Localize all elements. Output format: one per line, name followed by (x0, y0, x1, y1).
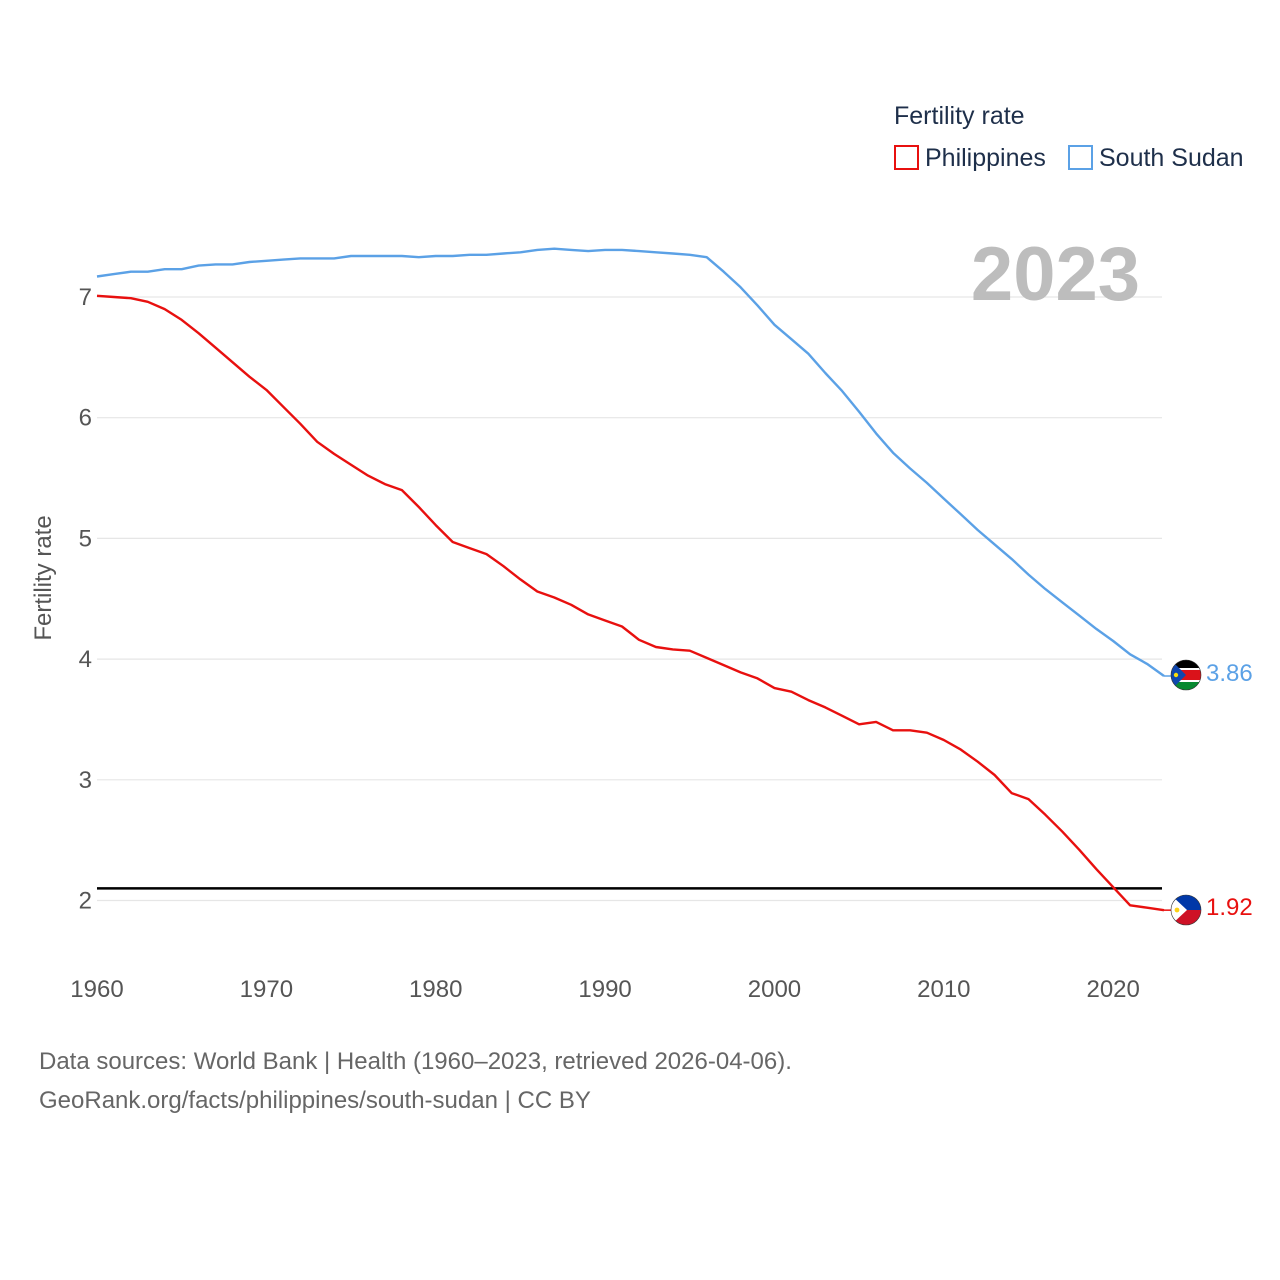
x-tick-label-2010: 2010 (917, 976, 970, 1003)
x-tick-label-1960: 1960 (70, 976, 123, 1003)
legend-label-south-sudan: South Sudan (1099, 144, 1244, 172)
y-tick-label-5: 5 (79, 525, 92, 552)
philippines-marker-ring (1170, 894, 1202, 926)
x-axis-ticks: 1960 1970 1980 1990 2000 2010 2020 (70, 976, 1140, 1003)
legend-item-south-sudan[interactable]: South Sudan (1068, 144, 1244, 172)
legend-title: Fertility rate (894, 102, 1025, 130)
source-footer: Data sources: World Bank | Health (1960–… (39, 1042, 792, 1120)
south-sudan-flag-icon (1171, 660, 1201, 690)
legend-swatch-south-sudan (1068, 145, 1093, 170)
x-tick-label-1990: 1990 (578, 976, 631, 1003)
series-line-philippines (96, 294, 1165, 912)
series-line-south-sudan (96, 247, 1165, 677)
y-axis-title: Fertility rate (30, 515, 57, 640)
series-lines (96, 247, 1171, 912)
y-tick-label-7: 7 (79, 284, 92, 311)
source-url-line: GeoRank.org/facts/philippines/south-suda… (39, 1087, 591, 1114)
y-tick-label-2: 2 (79, 888, 92, 915)
y-tick-label-3: 3 (79, 767, 92, 794)
y-axis-ticks: 2 3 4 5 6 7 (79, 284, 92, 915)
legend-swatch-philippines (894, 145, 919, 170)
y-tick-label-6: 6 (79, 405, 92, 432)
philippines-end-value: 1.92 (1206, 894, 1253, 921)
south-sudan-marker-ring (1170, 659, 1202, 691)
philippines-flag-icon (1171, 895, 1201, 925)
year-watermark: 2023 (971, 232, 1140, 317)
legend-item-philippines[interactable]: Philippines (894, 144, 1046, 172)
gridlines (97, 296, 1162, 902)
legend-label-philippines: Philippines (925, 144, 1046, 172)
x-tick-label-2000: 2000 (748, 976, 801, 1003)
source-line: Data sources: World Bank | Health (1960–… (39, 1048, 792, 1075)
y-tick-label-4: 4 (79, 646, 92, 673)
south-sudan-end-value: 3.86 (1206, 660, 1253, 687)
x-tick-label-2020: 2020 (1086, 976, 1139, 1003)
x-tick-label-1970: 1970 (240, 976, 293, 1003)
legend: Fertility rate Philippines South Sudan (894, 102, 1244, 172)
x-tick-label-1980: 1980 (409, 976, 462, 1003)
